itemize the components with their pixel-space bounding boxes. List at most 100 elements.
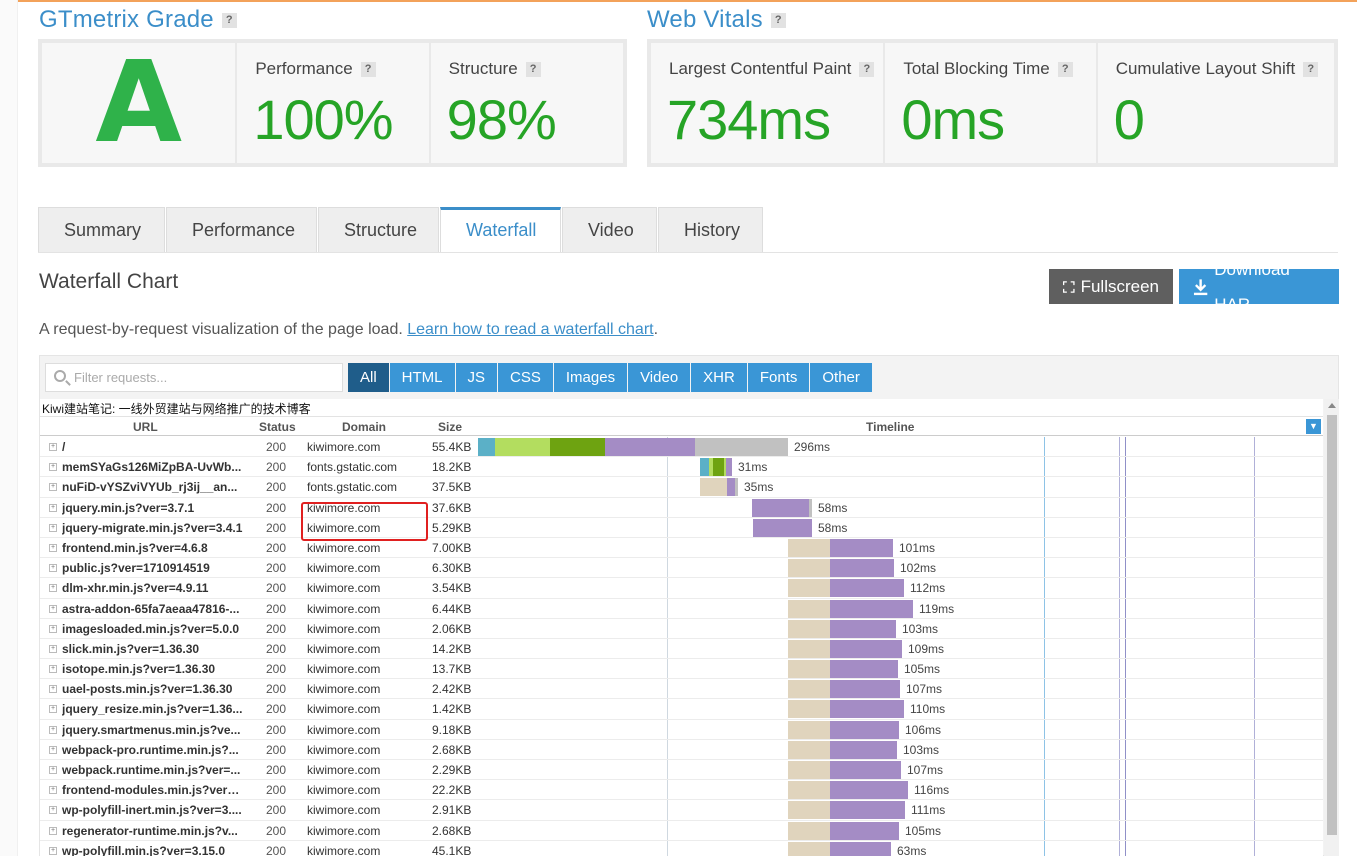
timeline-bar-segment[interactable]	[788, 720, 830, 739]
timeline-bar-segment[interactable]	[735, 478, 738, 497]
request-url[interactable]: wp-polyfill.min.js?ver=3.15.0	[62, 843, 226, 856]
table-row[interactable]: + wp-polyfill.min.js?ver=3.15.0 200 kiwimor…	[40, 841, 1323, 856]
col-url[interactable]: URL	[133, 420, 158, 434]
request-url[interactable]: regenerator-runtime.min.js?v...	[62, 823, 238, 838]
expand-icon[interactable]: +	[49, 725, 57, 734]
timeline-bar-segment[interactable]	[605, 438, 695, 456]
timeline-bar-segment[interactable]	[830, 821, 899, 840]
timeline-bar-segment[interactable]	[695, 438, 788, 456]
table-row[interactable]: + regenerator-runtime.min.js?v... 200 kiwim…	[40, 821, 1323, 841]
lcp-help-icon[interactable]: ?	[859, 62, 875, 78]
request-url[interactable]: slick.min.js?ver=1.36.30	[62, 641, 200, 656]
table-row[interactable]: + jquery_resize.min.js?ver=1.36... 200 kiwi…	[40, 699, 1323, 720]
request-url[interactable]: isotope.min.js?ver=1.36.30	[62, 662, 216, 677]
timeline-bar-segment[interactable]	[788, 599, 830, 618]
timeline-bar-segment[interactable]	[788, 639, 830, 658]
timeline-bar-segment[interactable]	[788, 680, 830, 699]
expand-icon[interactable]: +	[49, 806, 57, 815]
filter-js[interactable]: JS	[455, 363, 498, 392]
timeline-bar-segment[interactable]	[830, 660, 898, 679]
vitals-help-icon[interactable]: ?	[770, 13, 786, 29]
table-row[interactable]: + imagesloaded.min.js?ver=5.0.0 200 kiwimor…	[40, 619, 1323, 639]
learn-waterfall-link[interactable]: Learn how to read a waterfall chart	[407, 321, 654, 338]
table-row[interactable]: + public.js?ver=1710914519 200 kiwimore.com…	[40, 558, 1323, 579]
table-row[interactable]: + / 200 kiwimore.com 55.4KB 296ms	[40, 437, 1323, 458]
timeline-bar-segment[interactable]	[830, 680, 900, 699]
timeline-bar-segment[interactable]	[830, 801, 905, 820]
timeline-bar-segment[interactable]	[726, 458, 732, 477]
scroll-thumb[interactable]	[1327, 415, 1337, 835]
table-scrollbar[interactable]	[1324, 399, 1339, 856]
col-size[interactable]: Size	[438, 420, 463, 434]
tab-performance[interactable]: Performance	[166, 207, 317, 253]
table-row[interactable]: + frontend-modules.min.js?ver=... 200 kiwim…	[40, 780, 1323, 801]
timeline-bar-segment[interactable]	[788, 761, 830, 779]
filter-css[interactable]: CSS	[498, 363, 553, 392]
request-url[interactable]: webpack-pro.runtime.min.js?...	[62, 742, 239, 757]
timeline-bar-segment[interactable]	[788, 740, 830, 759]
tab-summary[interactable]: Summary	[38, 207, 165, 253]
request-url[interactable]: imagesloaded.min.js?ver=5.0.0	[62, 621, 240, 636]
request-url[interactable]: jquery.smartmenus.min.js?ve...	[62, 722, 241, 737]
expand-icon[interactable]: +	[49, 624, 57, 633]
timeline-bar-segment[interactable]	[830, 781, 908, 800]
chevron-down-icon[interactable]: ▼	[1306, 419, 1321, 434]
table-row[interactable]: + wp-polyfill-inert.min.js?ver=3.... 200 ki…	[40, 800, 1323, 821]
timeline-bar-segment[interactable]	[752, 498, 809, 517]
request-url[interactable]: /	[62, 440, 66, 454]
request-url[interactable]: dlm-xhr.min.js?ver=4.9.11	[62, 581, 209, 596]
filter-images[interactable]: Images	[553, 363, 628, 392]
timeline-bar-segment[interactable]	[788, 619, 830, 638]
tab-history[interactable]: History	[658, 207, 763, 253]
timeline-bar-segment[interactable]	[830, 761, 901, 779]
timeline-bar-segment[interactable]	[788, 700, 830, 719]
timeline-bar-segment[interactable]	[788, 538, 830, 557]
col-domain[interactable]: Domain	[342, 420, 387, 434]
expand-icon[interactable]: +	[49, 786, 57, 795]
request-url[interactable]: astra-addon-65fa7aeaa47816-...	[62, 601, 240, 616]
timeline-bar-segment[interactable]	[788, 559, 830, 578]
timeline-bar-segment[interactable]	[788, 660, 830, 679]
request-url[interactable]: jquery.min.js?ver=3.7.1	[62, 500, 195, 515]
timeline-bar-segment[interactable]	[830, 559, 894, 578]
expand-icon[interactable]: +	[49, 766, 57, 774]
request-url[interactable]: wp-polyfill-inert.min.js?ver=3....	[62, 803, 242, 818]
cls-help-icon[interactable]: ?	[1303, 62, 1319, 78]
expand-icon[interactable]: +	[49, 644, 57, 653]
table-row[interactable]: + nuFiD-vYSZviVYUb_rj3ij__an... 200 fonts.g…	[40, 477, 1323, 498]
timeline-bar-segment[interactable]	[700, 458, 709, 477]
filter-video[interactable]: Video	[628, 363, 691, 392]
col-status[interactable]: Status	[259, 420, 296, 434]
timeline-bar-segment[interactable]	[753, 518, 812, 537]
timeline-bar-segment[interactable]	[830, 740, 897, 759]
download-har-button[interactable]: Download HAR	[1179, 260, 1339, 314]
request-url[interactable]: jquery_resize.min.js?ver=1.36...	[62, 702, 243, 717]
table-row[interactable]: + astra-addon-65fa7aeaa47816-... 200 kiwimo…	[40, 599, 1323, 619]
request-url[interactable]: webpack.runtime.min.js?ver=...	[62, 763, 241, 777]
expand-icon[interactable]: +	[49, 443, 57, 451]
filter-html[interactable]: HTML	[389, 363, 455, 392]
timeline-bar-segment[interactable]	[700, 478, 727, 497]
table-row[interactable]: + memSYaGs126MiZpBA-UvWb... 200 fonts.gstat…	[40, 457, 1323, 478]
filter-xhr[interactable]: XHR	[691, 363, 747, 392]
scroll-up-icon[interactable]	[1328, 403, 1336, 408]
request-url[interactable]: uael-posts.min.js?ver=1.36.30	[62, 682, 233, 697]
expand-icon[interactable]: +	[49, 745, 57, 754]
request-url[interactable]: memSYaGs126MiZpBA-UvWb...	[62, 460, 242, 475]
table-row[interactable]: + jquery.min.js?ver=3.7.1 200 kiwimore.com 3…	[40, 498, 1323, 518]
expand-icon[interactable]: +	[49, 826, 57, 835]
timeline-bar-segment[interactable]	[809, 498, 812, 517]
tbt-help-icon[interactable]: ?	[1057, 62, 1073, 78]
request-url[interactable]: public.js?ver=1710914519	[62, 561, 210, 576]
expand-icon[interactable]: +	[49, 523, 57, 532]
table-row[interactable]: + dlm-xhr.min.js?ver=4.9.11 200 kiwimore.co…	[40, 578, 1323, 599]
timeline-bar-segment[interactable]	[788, 781, 830, 800]
timeline-bar-segment[interactable]	[788, 821, 830, 840]
timeline-bar-segment[interactable]	[830, 619, 896, 638]
expand-icon[interactable]: +	[49, 564, 57, 573]
table-row[interactable]: + frontend.min.js?ver=4.6.8 200 kiwimore.co…	[40, 538, 1323, 559]
timeline-bar-segment[interactable]	[830, 841, 891, 856]
table-row[interactable]: + isotope.min.js?ver=1.36.30 200 kiwimore.c…	[40, 659, 1323, 680]
timeline-bar-segment[interactable]	[830, 639, 902, 658]
timeline-bar-segment[interactable]	[478, 438, 495, 456]
